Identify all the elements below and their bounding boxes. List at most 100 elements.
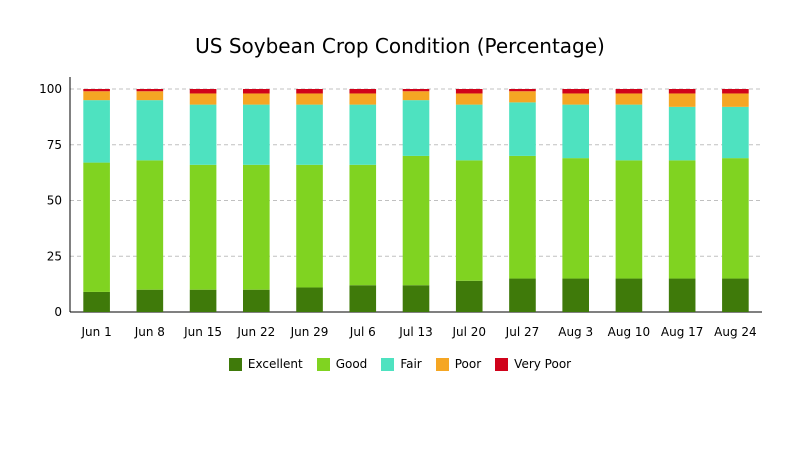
bar-excellent <box>509 278 536 312</box>
bar-very-poor <box>83 89 110 92</box>
bar-fair <box>722 106 749 159</box>
bar-fair <box>509 102 536 156</box>
legend-swatch <box>495 357 509 371</box>
bar-very-poor <box>296 89 323 94</box>
bar-excellent <box>402 285 430 312</box>
bar-fair <box>402 100 430 156</box>
x-tick-label: Jul 27 <box>505 325 540 339</box>
bar-poor <box>402 91 430 101</box>
bar-fair <box>562 104 589 159</box>
bar-excellent <box>615 278 643 312</box>
legend-item: Poor <box>435 357 482 371</box>
bar-excellent <box>189 289 217 312</box>
bar-excellent <box>83 291 110 312</box>
bar-excellent <box>136 289 164 312</box>
bar-good <box>509 155 536 279</box>
x-tick-label: Jul 6 <box>349 325 376 339</box>
x-tick-label: Jun 22 <box>236 325 275 339</box>
x-tick-label: Aug 24 <box>714 325 757 339</box>
legend-item: Excellent <box>228 357 303 371</box>
bar-very-poor <box>562 89 589 94</box>
bar-fair <box>349 104 377 165</box>
bar-good <box>349 164 377 286</box>
bar-very-poor <box>402 89 430 92</box>
bar-poor <box>455 93 483 105</box>
bar-good <box>243 164 270 290</box>
bar-very-poor <box>136 89 164 92</box>
bar-poor <box>615 93 643 105</box>
x-tick-label: Aug 17 <box>661 325 704 339</box>
x-tick-label: Jun 15 <box>183 325 222 339</box>
bar-fair <box>243 104 270 165</box>
x-tick-label: Jun 1 <box>81 325 112 339</box>
x-tick-label: Jul 20 <box>451 325 486 339</box>
legend-item: Very Poor <box>495 357 571 371</box>
bar-poor <box>83 91 110 101</box>
bar-good <box>562 158 589 279</box>
bar-good <box>668 160 696 279</box>
bar-poor <box>509 91 536 103</box>
bar-fair <box>455 104 483 161</box>
bar-good <box>455 160 483 281</box>
bar-good <box>722 158 749 279</box>
bar-fair <box>296 104 323 165</box>
legend-swatch <box>316 357 330 371</box>
bar-excellent <box>722 278 749 312</box>
bar-poor <box>562 93 589 105</box>
y-tick-label: 0 <box>54 305 62 319</box>
x-tick-label: Aug 3 <box>558 325 593 339</box>
bar-good <box>189 164 217 290</box>
x-tick-label: Jul 13 <box>398 325 433 339</box>
legend-item: Fair <box>381 357 422 371</box>
y-tick-label: 75 <box>47 138 62 152</box>
bar-fair <box>189 104 217 165</box>
bar-very-poor <box>722 89 749 94</box>
bar-very-poor <box>668 89 696 94</box>
bar-good <box>83 162 110 292</box>
legend-swatch <box>435 357 449 371</box>
bar-excellent <box>296 287 323 312</box>
bar-poor <box>136 91 164 101</box>
y-tick-label: 25 <box>47 249 62 263</box>
legend-label: Fair <box>400 357 422 371</box>
bar-fair <box>668 106 696 161</box>
bar-fair <box>615 104 643 161</box>
bar-very-poor <box>189 89 217 94</box>
x-tick-label: Jun 29 <box>290 325 329 339</box>
x-tick-label: Jun 8 <box>134 325 165 339</box>
y-tick-label: 50 <box>47 194 62 208</box>
bar-very-poor <box>243 89 270 94</box>
bar-very-poor <box>509 89 536 92</box>
legend-item: Good <box>316 357 368 371</box>
legend-label: Excellent <box>247 357 303 371</box>
bar-excellent <box>455 280 483 312</box>
bar-poor <box>243 93 270 105</box>
bar-very-poor <box>615 89 643 94</box>
bar-very-poor <box>455 89 483 94</box>
legend: Excellent Good Fair Poor Very Poor <box>0 357 800 371</box>
bar-excellent <box>243 289 270 312</box>
bar-very-poor <box>349 89 377 94</box>
bar-good <box>296 164 323 288</box>
legend-swatch <box>381 357 395 371</box>
legend-swatch <box>228 357 242 371</box>
bar-fair <box>83 100 110 163</box>
legend-label: Very Poor <box>514 357 572 371</box>
bar-poor <box>296 93 323 105</box>
bar-poor <box>668 93 696 107</box>
bar-excellent <box>668 278 696 312</box>
chart-title: US Soybean Crop Condition (Percentage) <box>195 34 605 58</box>
legend-label: Poor <box>454 357 482 371</box>
bar-good <box>615 160 643 279</box>
y-tick-label: 100 <box>39 82 62 96</box>
bar-poor <box>722 93 749 107</box>
x-tick-label: Aug 10 <box>608 325 651 339</box>
bar-good <box>136 160 164 290</box>
bar-poor <box>189 93 217 105</box>
bar-fair <box>136 100 164 161</box>
bar-excellent <box>349 285 377 312</box>
bar-excellent <box>562 278 589 312</box>
legend-label: Good <box>335 357 368 371</box>
